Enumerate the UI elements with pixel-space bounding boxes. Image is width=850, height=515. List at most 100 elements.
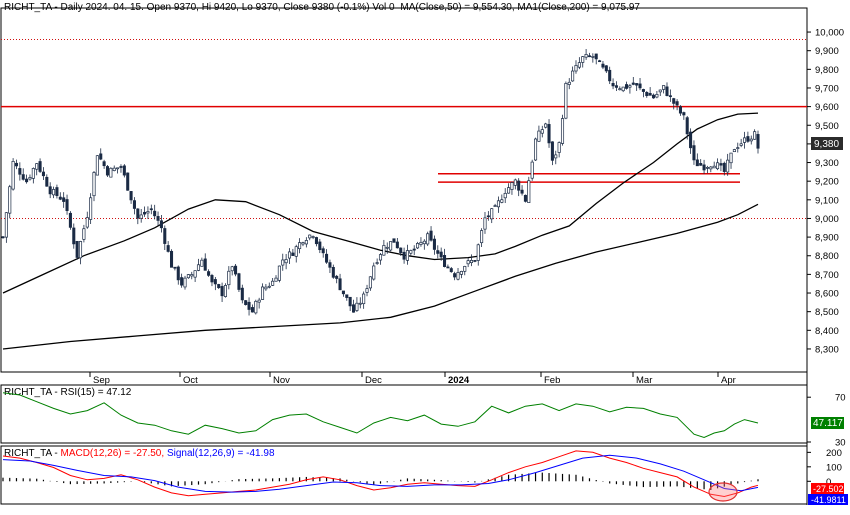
candle bbox=[237, 272, 241, 293]
candle-body bbox=[554, 154, 558, 159]
candle bbox=[732, 148, 736, 153]
candle-body bbox=[271, 280, 275, 286]
candle-body bbox=[456, 272, 460, 280]
candle-body bbox=[126, 172, 130, 191]
candle-body bbox=[601, 63, 605, 68]
candle bbox=[156, 211, 160, 226]
candle-body bbox=[574, 65, 578, 72]
candle bbox=[180, 273, 184, 288]
candle-body bbox=[446, 266, 450, 269]
candle-body bbox=[399, 247, 403, 253]
candle bbox=[362, 291, 366, 309]
candle bbox=[726, 153, 730, 176]
y-tick-label: 9,100 bbox=[815, 195, 839, 206]
candle-body bbox=[68, 212, 72, 228]
candle bbox=[705, 165, 709, 174]
candle bbox=[21, 168, 25, 181]
candle-body bbox=[234, 265, 238, 275]
candle bbox=[574, 60, 578, 74]
candle bbox=[662, 85, 666, 94]
candle bbox=[250, 304, 254, 313]
candle bbox=[480, 228, 484, 247]
candle bbox=[304, 237, 308, 248]
candle bbox=[719, 158, 723, 172]
candle-body bbox=[530, 161, 534, 179]
candle bbox=[18, 162, 22, 181]
candle-body bbox=[304, 240, 308, 245]
candle bbox=[203, 253, 207, 271]
macd-tick-label: 0 bbox=[826, 477, 831, 488]
x-tick-label: Feb bbox=[544, 375, 560, 386]
candle-body bbox=[223, 285, 227, 297]
candle bbox=[443, 248, 447, 268]
candle-body bbox=[389, 241, 393, 251]
candle bbox=[753, 129, 757, 140]
candle-body bbox=[473, 260, 477, 262]
dotted-levels bbox=[1, 39, 807, 219]
candle bbox=[648, 87, 652, 96]
macd-panel bbox=[0, 445, 808, 505]
candle bbox=[564, 81, 568, 120]
candle bbox=[510, 181, 514, 195]
y-tick-label: 8,500 bbox=[815, 307, 839, 318]
candle-body bbox=[183, 277, 187, 288]
candle-body bbox=[746, 136, 750, 142]
candle bbox=[486, 211, 490, 221]
candle bbox=[601, 61, 605, 70]
candle-body bbox=[591, 56, 595, 58]
candle bbox=[31, 167, 35, 184]
rsi-last-badge bbox=[811, 417, 844, 429]
candle bbox=[109, 167, 113, 178]
macd-last-badge bbox=[811, 483, 844, 494]
candle bbox=[75, 240, 79, 260]
candle-body bbox=[176, 266, 180, 281]
candle-body bbox=[739, 143, 743, 146]
candle bbox=[55, 184, 59, 199]
candle bbox=[432, 235, 436, 255]
candle bbox=[665, 82, 669, 97]
candle bbox=[567, 78, 571, 90]
candle-body bbox=[89, 197, 93, 220]
price-y-axis: 10,0009,9009,8009,7009,6009,5009,4009,30… bbox=[807, 28, 844, 355]
candle-body bbox=[254, 300, 258, 314]
candle bbox=[348, 296, 352, 312]
candle bbox=[207, 269, 211, 277]
candle bbox=[159, 214, 163, 233]
candle-body bbox=[163, 228, 167, 244]
macd-tick-label: 200 bbox=[826, 448, 842, 459]
candle bbox=[689, 128, 693, 154]
candle bbox=[513, 178, 517, 190]
candle bbox=[503, 188, 507, 204]
candle-body bbox=[358, 302, 362, 305]
candle bbox=[456, 267, 460, 281]
candle-body bbox=[517, 180, 521, 191]
candle-body bbox=[655, 94, 659, 98]
candle-body bbox=[716, 162, 720, 170]
candle-body bbox=[621, 86, 625, 92]
candle-body bbox=[362, 293, 366, 305]
candle-body bbox=[476, 244, 480, 261]
candle-body bbox=[540, 129, 544, 134]
candle-body bbox=[722, 162, 726, 172]
candle bbox=[527, 176, 531, 203]
candle-body bbox=[449, 268, 453, 273]
candle bbox=[594, 53, 598, 65]
candle bbox=[709, 165, 713, 173]
candle-body bbox=[207, 271, 211, 276]
candle bbox=[217, 283, 221, 290]
candle-body bbox=[453, 273, 457, 278]
candle bbox=[149, 204, 153, 215]
candle bbox=[210, 273, 214, 287]
candle bbox=[261, 283, 265, 300]
candle-body bbox=[534, 138, 538, 161]
rsi-tick-label: 30 bbox=[835, 438, 846, 449]
candle-body bbox=[112, 167, 116, 171]
candle bbox=[45, 174, 49, 187]
candle-body bbox=[385, 246, 389, 249]
macd-y-axis: 200 100 0 bbox=[807, 448, 842, 488]
candle bbox=[358, 297, 362, 309]
candle bbox=[41, 167, 45, 181]
candle-body bbox=[405, 250, 409, 261]
candle bbox=[716, 158, 720, 171]
candle-body bbox=[136, 208, 140, 219]
